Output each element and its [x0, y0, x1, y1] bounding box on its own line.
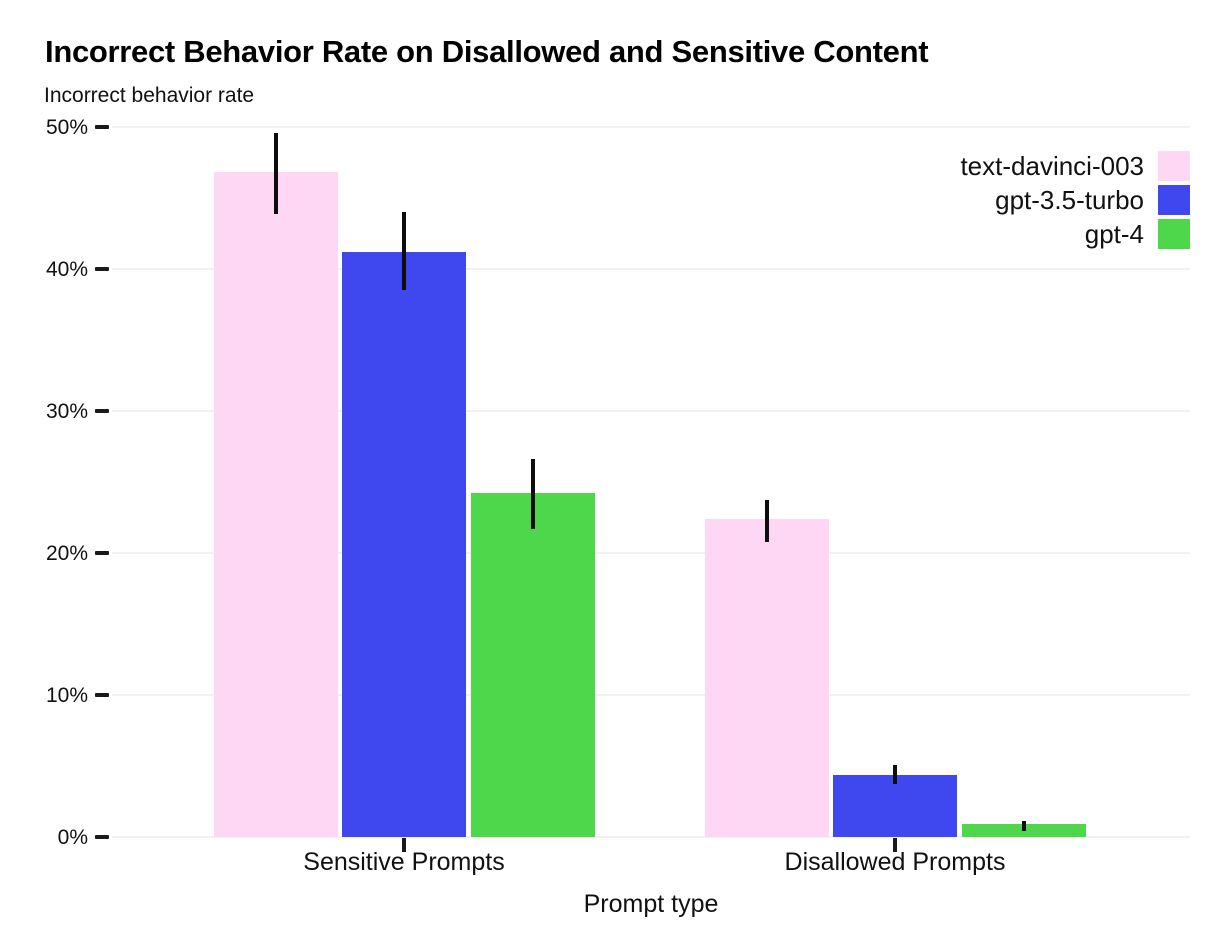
y-tick-label: 30%	[45, 400, 88, 423]
error-bar-gpt-3.5-turbo	[893, 764, 897, 785]
bar-text-davinci-003	[213, 172, 338, 837]
error-bar-text-davinci-003	[764, 500, 769, 542]
category-label: Sensitive Prompts	[303, 848, 505, 876]
y-tick-label: 0%	[57, 826, 88, 849]
y-tick-label: 50%	[45, 116, 88, 139]
bar-gpt-4	[470, 493, 595, 837]
y-axis-tick	[95, 693, 109, 697]
y-axis-tick	[95, 835, 109, 839]
y-tick-label: 20%	[45, 542, 88, 565]
bar-text-davinci-003	[704, 518, 829, 837]
y-tick-label: 40%	[45, 258, 88, 281]
bar-gpt-3.5-turbo	[833, 774, 957, 837]
x-axis-tick	[893, 838, 897, 852]
x-axis-title: Prompt type	[583, 890, 719, 918]
legend-label-gpt-4: gpt-4	[1084, 219, 1144, 249]
legend-swatch-text-davinci-003	[1158, 151, 1190, 181]
legend-swatch-gpt-3.5-turbo	[1158, 185, 1190, 215]
legend-swatch-gpt-4	[1158, 219, 1190, 249]
y-gridline	[112, 836, 1190, 838]
y-gridline	[112, 694, 1190, 696]
category-label: Disallowed Prompts	[784, 848, 1006, 876]
y-axis-title: Incorrect behavior rate	[44, 84, 255, 107]
bar-gpt-3.5-turbo	[342, 251, 466, 837]
x-axis-tick	[402, 838, 406, 852]
legend-label-text-davinci-003: text-davinci-003	[960, 151, 1144, 181]
y-axis-tick	[95, 551, 109, 555]
y-axis-tick	[95, 267, 109, 271]
y-gridline	[112, 410, 1190, 412]
error-bar-gpt-4	[530, 459, 535, 529]
chart-title: Incorrect Behavior Rate on Disallowed an…	[45, 34, 929, 69]
error-bar-text-davinci-003	[273, 132, 278, 214]
error-bar-gpt-4	[1021, 821, 1026, 832]
legend-label-gpt-3.5-turbo: gpt-3.5-turbo	[995, 185, 1144, 215]
y-gridline	[112, 268, 1190, 270]
error-bar-gpt-3.5-turbo	[402, 212, 406, 291]
y-gridline	[112, 552, 1190, 554]
y-axis-tick	[95, 125, 109, 129]
y-tick-label: 10%	[45, 684, 88, 707]
y-gridline	[112, 126, 1190, 128]
y-axis-tick	[95, 409, 109, 413]
